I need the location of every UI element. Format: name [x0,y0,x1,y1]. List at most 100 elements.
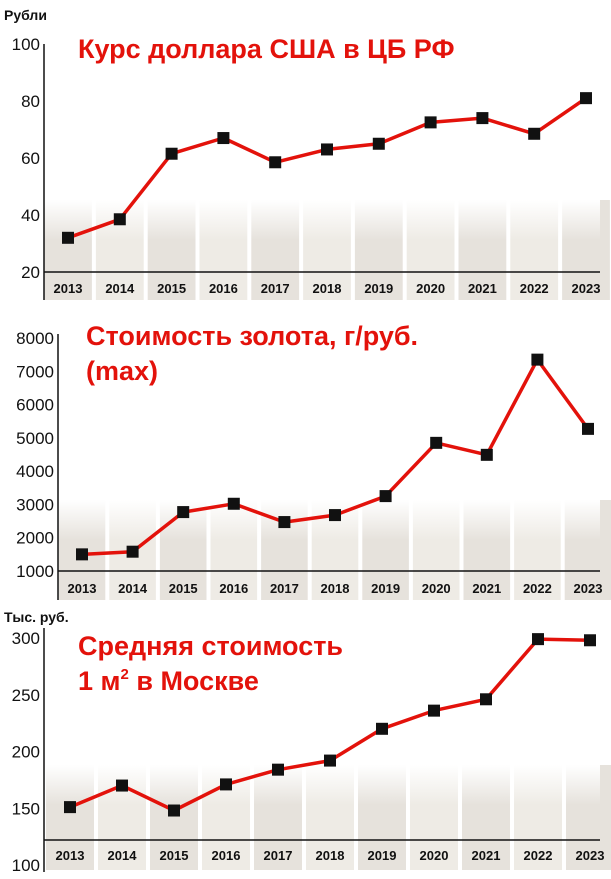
chart-1-title: Курс доллара США в ЦБ РФ [78,34,455,64]
chart-2-data-point [480,448,493,461]
chart-3-title-line-2: 1 м2 в Москве [78,666,259,696]
chart-2: Стоимость золота, г/руб. (max) 1000 2000 3… [16,321,611,600]
chart-1-x-tick-label: 2021 [468,281,497,296]
chart-3-data-point [584,634,596,647]
chart-2-data-point [177,506,190,519]
chart-1: Рубли Курс доллара США в ЦБ РФ 20 40 60 80 1… [4,7,610,300]
chart-1-y-tick-label: 40 [21,206,40,225]
chart-3-data-point [272,763,284,776]
chart-2-x-tick-label: 2014 [118,581,148,596]
chart-2-data-point [329,509,341,522]
chart-3-y-tick-label: 100 [12,856,40,875]
chart-1-band-fade [44,200,600,240]
chart-3-x-tick-label: 2022 [524,848,553,863]
chart-2-data-point [126,545,139,558]
chart-2-data-point [430,436,443,449]
chart-1-y-tick-label: 60 [21,149,40,168]
chart-3-x-tick-label: 2023 [576,848,605,863]
chart-1-x-tick-label: 2017 [261,281,290,296]
chart-1-y-tick-label: 100 [12,35,40,54]
chart-1-x-tick-label: 2016 [209,281,238,296]
chart-3-y-tick-label: 200 [12,743,40,762]
chart-2-y-tick-label: 7000 [16,362,54,381]
chart-3-x-tick-label: 2016 [212,848,241,863]
chart-2-data-point [582,422,594,435]
chart-3-band-fade [44,765,600,805]
chart-3-data-point [376,722,388,735]
chart-1-unit-label: Рубли [4,7,47,23]
chart-3-title-superscript: 2 [121,666,129,683]
chart-1-y-tick-label: 20 [21,263,40,282]
chart-3-data-point [220,778,232,791]
chart-2-data-point [76,548,88,561]
chart-1-data-point [528,127,541,140]
chart-2-x-tick-label: 2021 [472,581,501,596]
chart-2-x-tick-label: 2022 [523,581,552,596]
chart-1-x-tick-label: 2022 [520,281,549,296]
chart-2-x-tick-label: 2015 [169,581,198,596]
chart-3-unit-label: Тыс. руб. [4,609,69,625]
chart-1-data-point [372,137,385,150]
chart-2-data-point [531,353,544,366]
chart-3-data-point [324,754,336,767]
chart-3-data-point [116,779,128,792]
chart-3-title-line-1: Средняя стоимость [78,631,343,661]
chart-2-data-point [278,516,291,529]
chart-1-x-tick-label: 2014 [105,281,135,296]
chart-3-x-tick-label: 2021 [472,848,501,863]
chart-3: Тыс. руб. Средняя стоимость 1 м2 в Москв… [4,609,611,875]
chart-2-x-tick-label: 2016 [219,581,248,596]
chart-2-y-tick-label: 1000 [16,562,54,581]
chart-1-data-point [62,231,74,244]
chart-3-data-point [480,693,492,706]
chart-1-data-point [424,116,437,129]
chart-2-y-tick-label: 5000 [16,429,54,448]
chart-1-data-point [217,132,230,145]
chart-2-data-point [379,490,392,503]
chart-3-y-tick-label: 300 [12,629,40,648]
chart-1-x-tick-label: 2019 [364,281,393,296]
chart-1-y-tick-label: 80 [21,92,40,111]
chart-2-y-tick-label: 3000 [16,495,54,514]
chart-3-title-part-b: в Москве [129,666,259,696]
chart-3-x-tick-label: 2018 [316,848,345,863]
chart-3-data-point [428,704,440,717]
chart-2-title-line-1: Стоимость золота, г/руб. [86,321,418,351]
chart-2-x-tick-label: 2019 [371,581,400,596]
chart-3-data-point [64,801,76,814]
chart-2-y-tick-label: 6000 [16,396,54,415]
chart-2-x-tick-label: 2013 [68,581,97,596]
chart-1-data-point [476,112,489,125]
chart-1-x-tick-label: 2015 [157,281,186,296]
chart-2-y-tick-label: 2000 [16,529,54,548]
chart-3-x-tick-label: 2017 [264,848,293,863]
chart-3-x-tick-label: 2013 [56,848,85,863]
chart-3-x-tick-label: 2020 [420,848,449,863]
chart-3-x-tick-label: 2019 [368,848,397,863]
chart-1-x-tick-label: 2020 [416,281,445,296]
chart-2-data-point [227,497,240,510]
chart-1-data-point [165,147,178,160]
chart-2-x-tick-label: 2018 [321,581,350,596]
chart-3-title-part-a: 1 м [78,666,121,696]
chart-3-data-point [532,633,544,646]
chart-2-x-tick-label: 2023 [574,581,603,596]
chart-3-y-tick-label: 150 [12,799,40,818]
chart-3-y-tick-label: 250 [12,686,40,705]
chart-1-data-point [321,143,333,156]
chart-1-data-point [269,156,282,169]
chart-3-x-tick-label: 2015 [160,848,189,863]
chart-3-x-tick-label: 2014 [108,848,138,863]
chart-2-y-tick-label: 8000 [16,329,54,348]
chart-1-data-point [580,92,592,105]
chart-1-x-tick-label: 2013 [54,281,83,296]
chart-2-x-tick-label: 2020 [422,581,451,596]
chart-3-data-point [168,804,180,817]
chart-1-data-point [113,213,126,226]
chart-2-y-tick-label: 4000 [16,462,54,481]
chart-2-title-line-2: (max) [86,356,158,386]
chart-1-x-tick-label: 2018 [313,281,342,296]
chart-2-x-tick-label: 2017 [270,581,299,596]
chart-1-x-tick-label: 2023 [572,281,601,296]
